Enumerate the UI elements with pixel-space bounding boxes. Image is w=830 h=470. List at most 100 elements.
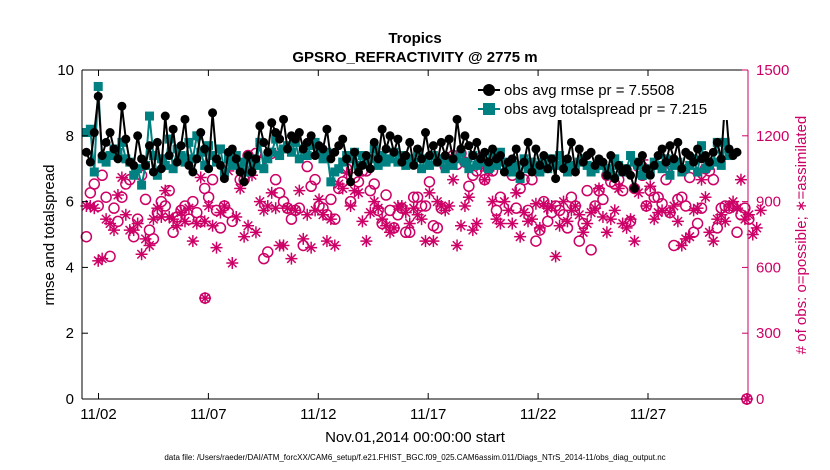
rmse-point bbox=[417, 154, 427, 164]
rmse-point bbox=[97, 151, 107, 161]
rmse-point bbox=[93, 91, 103, 101]
spread-point bbox=[637, 170, 647, 180]
obs-assimilated-point bbox=[656, 204, 669, 217]
rmse-point bbox=[649, 160, 659, 170]
obs-assimilated-point bbox=[297, 232, 310, 245]
rmse-point bbox=[476, 154, 486, 164]
rmse-point bbox=[716, 154, 726, 164]
obs-assimilated-point bbox=[139, 232, 152, 245]
obs-assimilated-point bbox=[525, 213, 538, 226]
rmse-point bbox=[421, 128, 431, 138]
obs-assimilated-point bbox=[151, 202, 164, 215]
y2-tick-label: 1200 bbox=[756, 128, 789, 145]
obs-assimilated-point bbox=[344, 199, 357, 212]
rmse-point bbox=[551, 174, 561, 184]
rmse-point bbox=[693, 144, 703, 154]
rmse-point bbox=[665, 141, 675, 151]
rmse-point bbox=[271, 128, 281, 138]
spread-point bbox=[318, 154, 328, 164]
spread-point bbox=[251, 160, 261, 170]
obs-assimilated-point bbox=[447, 173, 460, 186]
obs-assimilated-point bbox=[218, 199, 231, 212]
obs-assimilated-point bbox=[454, 219, 467, 232]
obs-possible-point bbox=[691, 217, 704, 230]
chart-subtitle: GPSRO_REFRACTIVITY @ 2775 m bbox=[292, 49, 537, 66]
rmse-point bbox=[350, 147, 360, 157]
spread-point bbox=[326, 177, 336, 187]
rmse-point bbox=[263, 147, 273, 157]
spread-point bbox=[101, 157, 111, 167]
spread-point bbox=[302, 151, 312, 161]
obs-assimilated-point bbox=[360, 235, 373, 248]
obs-assimilated-point bbox=[119, 208, 132, 221]
spread-point bbox=[685, 160, 695, 170]
rmse-point bbox=[326, 154, 336, 164]
rmse-point bbox=[460, 131, 470, 141]
rmse-point bbox=[436, 137, 446, 147]
spread-point bbox=[314, 147, 324, 157]
obs-assimilated-point bbox=[115, 171, 128, 184]
spread-point bbox=[129, 170, 139, 180]
obs-possible-point bbox=[167, 226, 179, 239]
obs-assimilated-point bbox=[293, 184, 306, 197]
rmse-point bbox=[484, 157, 494, 167]
rmse-point bbox=[184, 160, 194, 170]
obs-assimilated-point bbox=[707, 235, 720, 248]
rmse-point bbox=[397, 157, 407, 167]
rmse-point bbox=[235, 167, 245, 177]
obs-assimilated-point bbox=[734, 173, 747, 186]
rmse-point bbox=[448, 154, 458, 164]
rmse-point bbox=[294, 128, 304, 138]
rmse-point bbox=[401, 151, 411, 161]
rmse-point bbox=[200, 144, 210, 154]
rmse-point bbox=[290, 134, 300, 144]
footnote: data file: /Users/raeder/DAI/ATM_forcXX/… bbox=[164, 453, 665, 462]
obs-possible-point bbox=[364, 184, 377, 197]
obs-assimilated-point bbox=[261, 199, 274, 212]
spread-point bbox=[377, 151, 387, 161]
rmse-point bbox=[598, 157, 608, 167]
obs-assimilated-point bbox=[242, 219, 255, 232]
rmse-point bbox=[330, 147, 340, 157]
obs-assimilated-point bbox=[667, 199, 680, 212]
rmse-point bbox=[468, 151, 478, 161]
spread-point bbox=[464, 164, 474, 174]
obs-assimilated-point bbox=[135, 248, 148, 261]
spread-point bbox=[460, 157, 470, 167]
rmse-point bbox=[409, 160, 419, 170]
obs-assimilated-point bbox=[750, 221, 763, 234]
rmse-point bbox=[657, 144, 667, 154]
rmse-point bbox=[653, 151, 663, 161]
y-tick-label: 0 bbox=[66, 391, 74, 408]
rmse-point bbox=[428, 141, 438, 151]
y2-tick-label: 300 bbox=[756, 325, 781, 342]
rmse-point bbox=[539, 151, 549, 161]
rmse-point bbox=[369, 137, 379, 147]
rmse-point bbox=[164, 151, 174, 161]
rmse-point bbox=[129, 160, 139, 170]
spread-point bbox=[338, 157, 348, 167]
rmse-point bbox=[342, 154, 352, 164]
obs-possible-point bbox=[431, 222, 444, 234]
spread-point bbox=[582, 160, 592, 170]
rmse-point bbox=[700, 151, 710, 161]
rmse-point bbox=[318, 144, 328, 154]
rmse-point bbox=[645, 170, 655, 180]
obs-assimilated-point bbox=[320, 235, 333, 248]
spread-point bbox=[365, 154, 375, 164]
rmse-point bbox=[381, 144, 391, 154]
obs-assimilated-point bbox=[127, 224, 140, 237]
rmse-point bbox=[180, 114, 190, 124]
spread-point bbox=[93, 81, 103, 91]
spread-point bbox=[555, 151, 565, 161]
obs-possible-point bbox=[597, 193, 609, 206]
spread-point bbox=[259, 164, 269, 174]
obs-assimilated-point bbox=[352, 186, 365, 199]
obs-assimilated-point bbox=[731, 202, 744, 215]
spread-point bbox=[507, 167, 517, 177]
spread-point bbox=[152, 170, 162, 180]
rmse-point bbox=[515, 170, 525, 180]
rmse-point bbox=[452, 114, 462, 124]
rmse-point bbox=[440, 151, 450, 161]
obs-assimilated-point bbox=[403, 217, 416, 230]
